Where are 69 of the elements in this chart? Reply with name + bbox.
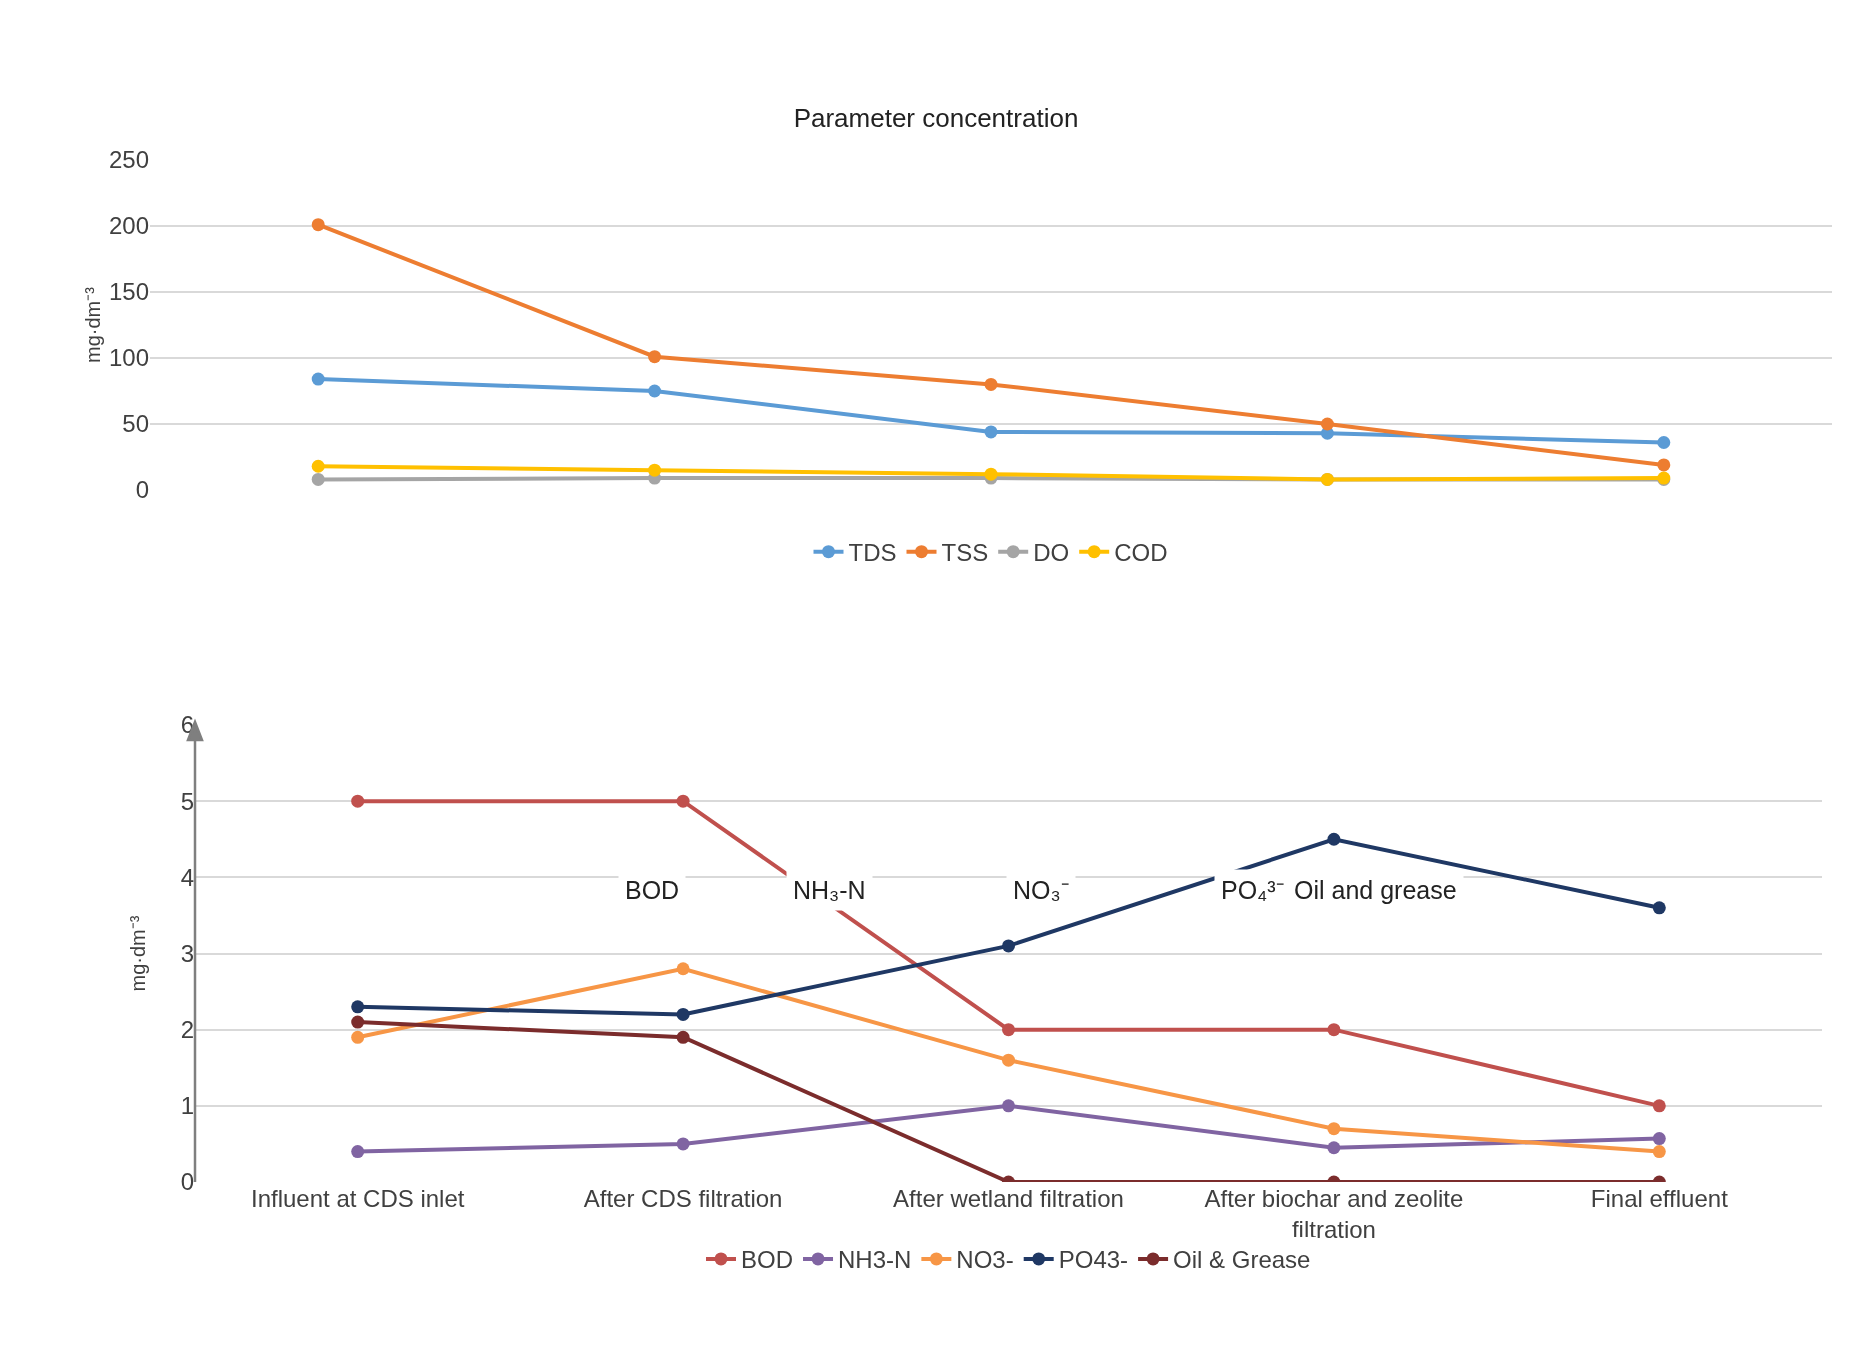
- point: [648, 463, 662, 477]
- chart-title: Parameter concentration: [793, 103, 1079, 134]
- y-tick-label: 0: [180, 1168, 194, 1196]
- point: [311, 218, 325, 232]
- y-tick-label: 150: [108, 278, 149, 306]
- point: [1652, 901, 1666, 915]
- point: [1652, 1099, 1666, 1113]
- point: [351, 1015, 365, 1029]
- annotation: BOD: [625, 876, 680, 904]
- legend-label: PO43-: [1058, 1246, 1129, 1274]
- annotation: NH₃-N: [793, 876, 866, 904]
- point: [984, 425, 998, 439]
- point: [984, 377, 998, 391]
- point: [676, 794, 690, 808]
- annotation: PO₄³⁻: [1221, 876, 1284, 904]
- legend-label: DO: [1033, 539, 1070, 567]
- y-tick-label: 200: [108, 212, 149, 240]
- legend-label: NO3-: [956, 1246, 1014, 1274]
- y-tick-label: 3: [180, 939, 194, 967]
- y-tick-label: 50: [122, 410, 149, 438]
- point: [676, 1030, 690, 1044]
- point: [648, 384, 662, 398]
- point: [1327, 1141, 1341, 1155]
- x-tick-label: After CDS filtration: [583, 1185, 783, 1212]
- y-tick-label: 4: [180, 863, 194, 891]
- y-axis-title: mg·dm⁻³: [127, 915, 149, 992]
- point: [351, 794, 365, 808]
- point: [351, 1000, 365, 1014]
- point: [351, 1030, 365, 1044]
- annotation: Oil and grease: [1294, 876, 1457, 904]
- legend-label: TDS: [848, 539, 897, 567]
- point: [311, 372, 325, 386]
- point: [648, 350, 662, 364]
- point: [1327, 1023, 1341, 1037]
- point: [1002, 1053, 1015, 1067]
- point: [351, 1145, 365, 1159]
- point: [311, 459, 325, 473]
- annotation: NO₃⁻: [1013, 876, 1069, 904]
- x-tick-label: After biochar and zeolite filtration: [1204, 1185, 1464, 1244]
- point: [1657, 435, 1671, 449]
- y-tick-label: 2: [180, 1016, 194, 1044]
- point: [984, 467, 998, 481]
- y-axis-title: mg·dm⁻³: [82, 286, 104, 363]
- y-tick-label: 250: [108, 146, 149, 174]
- y-tick-label: 5: [180, 787, 194, 815]
- y-tick-label: 1: [180, 1092, 194, 1120]
- point: [311, 472, 325, 486]
- legend-label: Oil & Grease: [1173, 1246, 1311, 1274]
- legend-label: COD: [1114, 539, 1168, 567]
- point: [1320, 417, 1334, 431]
- point: [676, 1007, 690, 1021]
- y-tick-label: 0: [135, 476, 149, 504]
- point: [676, 1137, 690, 1151]
- x-tick-label: After wetland filtration: [893, 1185, 1124, 1212]
- point: [1652, 1132, 1666, 1146]
- x-tick-label: Influent at CDS inlet: [250, 1185, 465, 1212]
- legend-label: TSS: [941, 539, 989, 567]
- point: [1657, 458, 1671, 472]
- point: [1327, 1122, 1341, 1136]
- point: [676, 962, 690, 976]
- legend-label: BOD: [741, 1246, 794, 1274]
- point: [1002, 939, 1015, 953]
- point: [1652, 1145, 1666, 1159]
- point: [1002, 1023, 1015, 1037]
- point: [1002, 1099, 1015, 1113]
- y-tick-label: 100: [108, 344, 149, 372]
- legend-label: NH3-N: [838, 1246, 912, 1274]
- x-tick-label: Final effluent: [1590, 1185, 1729, 1212]
- point: [1327, 832, 1341, 846]
